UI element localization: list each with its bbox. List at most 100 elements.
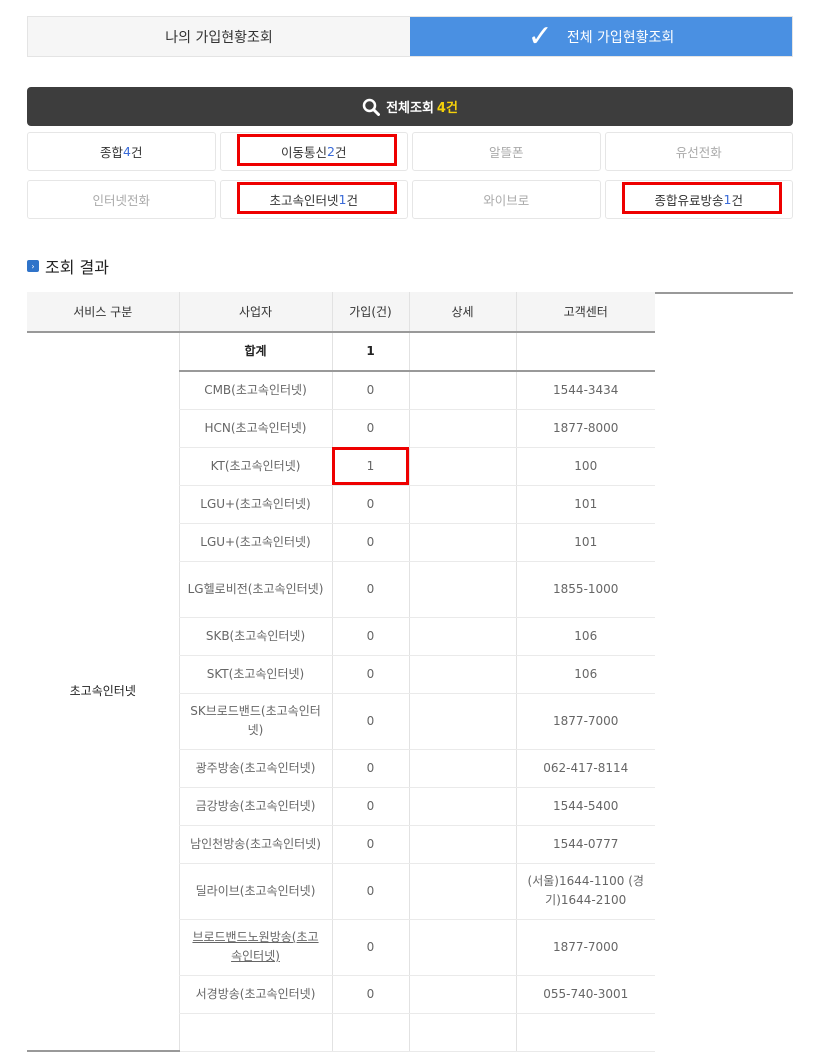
table-row: LGU+(초고속인터넷) 0 101 <box>27 523 655 562</box>
service-category: 초고속인터넷 <box>27 332 179 1052</box>
customer-center-cell: 101 <box>515 523 655 562</box>
filter-suffix: 건 <box>731 193 743 208</box>
detail-cell <box>408 332 516 372</box>
view-tabs: 나의 가입현황조회 ✓ 전체 가입현황조회 <box>27 16 793 57</box>
filter-button[interactable]: 초고속인터넷 1 건 <box>219 180 408 219</box>
checkmark-icon: ✓ <box>527 18 553 54</box>
count-cell: 1 <box>331 447 409 486</box>
section-title: 조회 결과 <box>45 258 109 277</box>
table-row: SK브로드밴드(초고속인터넷) 0 1877-7000 <box>27 693 655 750</box>
section-heading: › 조회 결과 <box>27 254 109 278</box>
customer-center-cell: 1877-7000 <box>515 693 655 750</box>
count-cell: 0 <box>331 561 409 618</box>
all-query-button[interactable]: 전체조회 4건 <box>27 87 793 126</box>
provider-cell: CMB(초고속인터넷) <box>178 371 332 410</box>
detail-cell <box>408 655 516 694</box>
detail-cell <box>408 447 516 486</box>
count-cell <box>331 1013 409 1052</box>
table-row: SKT(초고속인터넷) 0 106 <box>27 655 655 694</box>
customer-center-cell: 106 <box>515 655 655 694</box>
header-customer-center: 고객센터 <box>515 292 655 333</box>
results-table: 서비스 구분 사업자 가입(건) 상세 고객센터 초고속인터넷 합계 1 CMB(초고… <box>27 292 655 1052</box>
count-cell: 0 <box>331 655 409 694</box>
customer-center-cell <box>515 1013 655 1052</box>
filter-label: 와이브로 <box>483 193 530 208</box>
table-row: 광주방송(초고속인터넷) 0 062-417-8114 <box>27 749 655 788</box>
customer-center-cell: 062-417-8114 <box>515 749 655 788</box>
filter-suffix: 건 <box>130 145 143 160</box>
filter-count: 1 <box>723 192 732 207</box>
customer-center-cell: 1544-5400 <box>515 787 655 826</box>
header-detail: 상세 <box>408 292 516 333</box>
bullet-icon: › <box>27 260 39 272</box>
customer-center-cell: (서울)1644-1100 (경기)1644-2100 <box>515 863 655 920</box>
count-cell: 0 <box>331 863 409 920</box>
customer-center-cell: 1855-1000 <box>515 561 655 618</box>
tab-label: 나의 가입현황조회 <box>165 29 273 46</box>
count-cell: 0 <box>331 409 409 448</box>
tab-label: 전체 가입현황조회 <box>566 29 675 46</box>
filter-count: 2 <box>327 144 335 159</box>
filter-button[interactable]: 유선전화 <box>604 132 793 171</box>
table-row: 브로드밴드노원방송(초고속인터넷) 0 1877-7000 <box>27 919 655 976</box>
tab-my-subscriptions[interactable]: 나의 가입현황조회 <box>28 17 410 56</box>
table-row: HCN(초고속인터넷) 0 1877-8000 <box>27 409 655 448</box>
count-cell: 0 <box>331 617 409 656</box>
detail-cell <box>408 825 516 864</box>
table-row: 딜라이브(초고속인터넷) 0 (서울)1644-1100 (경기)1644-2100 <box>27 863 655 920</box>
count-cell: 0 <box>331 749 409 788</box>
provider-cell: SKT(초고속인터넷) <box>178 655 332 694</box>
table-row: 서경방송(초고속인터넷) 0 055-740-3001 <box>27 975 655 1014</box>
filter-label: 알뜰폰 <box>488 145 524 160</box>
detail-cell <box>408 787 516 826</box>
detail-cell <box>408 693 516 750</box>
count-cell: 0 <box>331 523 409 562</box>
provider-cell <box>178 1013 332 1052</box>
count-cell: 0 <box>331 825 409 864</box>
count-cell: 0 <box>331 787 409 826</box>
provider-cell: 남인천방송(초고속인터넷) <box>178 825 332 864</box>
detail-cell <box>408 485 516 524</box>
detail-cell <box>408 409 516 448</box>
filter-suffix: 건 <box>334 145 347 160</box>
category-filters: 종합 4 건 이동통신 2 건 알뜰폰 유선전화 인터넷전화 초고속인터넷 1 건 와이브로 종합유료… <box>27 132 793 219</box>
table-row: LGU+(초고속인터넷) 0 101 <box>27 485 655 524</box>
provider-cell[interactable]: 브로드밴드노원방송(초고속인터넷) <box>178 919 332 976</box>
filter-label: 이동통신 <box>281 145 328 160</box>
filter-button[interactable]: 와이브로 <box>412 180 601 219</box>
provider-cell: 광주방송(초고속인터넷) <box>178 749 332 788</box>
customer-center-cell: 1877-8000 <box>515 409 655 448</box>
detail-cell <box>408 617 516 656</box>
provider-cell: 딜라이브(초고속인터넷) <box>178 863 332 920</box>
all-query-count: 4건 <box>436 101 458 116</box>
filter-label: 인터넷전화 <box>92 193 150 208</box>
filter-button[interactable]: 이동통신 2 건 <box>219 132 408 171</box>
customer-center-cell: 106 <box>515 617 655 656</box>
provider-cell: LGU+(초고속인터넷) <box>178 523 332 562</box>
customer-center-cell: 055-740-3001 <box>515 975 655 1014</box>
customer-center-cell: 1544-3434 <box>515 371 655 410</box>
table-row: 금강방송(초고속인터넷) 0 1544-5400 <box>27 787 655 826</box>
filter-button[interactable]: 종합유료방송 1 건 <box>604 180 793 219</box>
filter-label: 유선전화 <box>675 145 722 160</box>
table-row: CMB(초고속인터넷) 0 1544-3434 <box>27 371 655 410</box>
header-service: 서비스 구분 <box>27 292 179 333</box>
table-header-row: 서비스 구분 사업자 가입(건) 상세 고객센터 <box>27 292 655 333</box>
customer-center-cell: 1877-7000 <box>515 919 655 976</box>
filter-label: 초고속인터넷 <box>269 193 339 208</box>
provider-cell: SKB(초고속인터넷) <box>178 617 332 656</box>
tab-all-subscriptions[interactable]: ✓ 전체 가입현황조회 <box>410 17 792 56</box>
filter-button[interactable]: 종합 4 건 <box>27 132 216 171</box>
search-icon <box>362 98 381 116</box>
detail-cell <box>408 749 516 788</box>
filter-button[interactable]: 인터넷전화 <box>27 180 216 219</box>
customer-center-cell: 100 <box>515 447 655 486</box>
header-count: 가입(건) <box>331 292 409 333</box>
detail-cell <box>408 523 516 562</box>
customer-center-cell: 1544-0777 <box>515 825 655 864</box>
provider-cell: SK브로드밴드(초고속인터넷) <box>178 693 332 750</box>
detail-cell <box>408 561 516 618</box>
provider-cell: LGU+(초고속인터넷) <box>178 485 332 524</box>
filter-button[interactable]: 알뜰폰 <box>412 132 601 171</box>
detail-cell <box>408 371 516 410</box>
